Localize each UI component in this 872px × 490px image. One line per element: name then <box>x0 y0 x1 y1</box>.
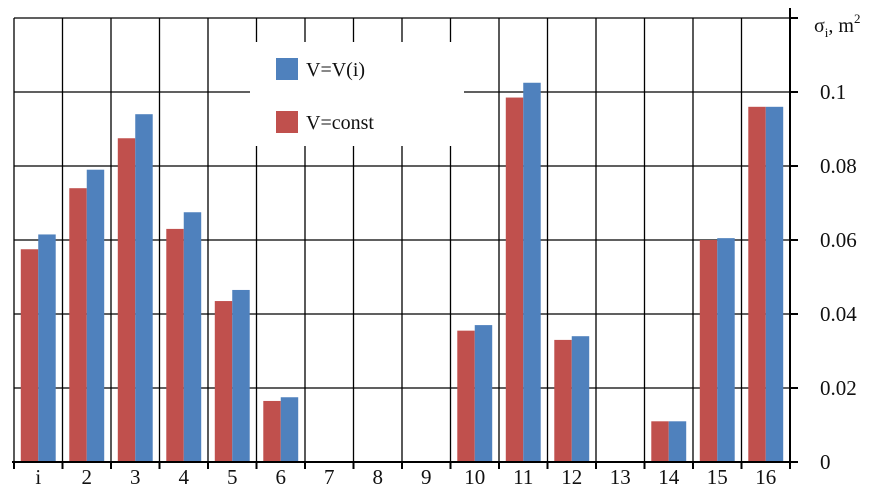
bar-v-vi-5 <box>280 397 299 462</box>
x-tick-label-3: 4 <box>179 465 190 489</box>
bar-v-vi-15 <box>765 106 784 463</box>
bar-v-vi-4 <box>232 289 250 462</box>
x-tick-label-5: 6 <box>276 465 287 489</box>
bar-v-const-14 <box>699 240 718 462</box>
axes <box>12 8 798 469</box>
bar-v-vi-14 <box>717 238 735 462</box>
bar-v-const-0 <box>20 249 39 462</box>
x-tick-label-8: 9 <box>421 465 432 489</box>
x-tick-label-9: 10 <box>464 465 485 489</box>
y-tick-labels: 0 0.02 0.04 0.06 0.08 0.1 <box>820 80 857 474</box>
legend-swatch-v-vi <box>276 58 298 80</box>
y-tick-label-4: 0.08 <box>820 154 857 178</box>
legend: V=V(i) V=const <box>250 42 464 146</box>
y-tick-label-2: 0.04 <box>820 302 857 326</box>
bar-v-vi-13 <box>668 421 687 462</box>
legend-swatch-v-const <box>276 111 298 133</box>
x-tick-label-11: 12 <box>561 465 582 489</box>
x-tick-label-14: 15 <box>707 465 728 489</box>
y-tick-label-0: 0 <box>820 450 831 474</box>
x-tick-label-10: 11 <box>513 465 533 489</box>
y-axis-label: σi, m2 <box>814 11 860 40</box>
bar-v-vi-0 <box>38 234 56 462</box>
bar-v-const-4 <box>214 301 233 462</box>
bar-v-const-3 <box>166 228 184 462</box>
bar-v-vi-1 <box>86 169 105 462</box>
x-tick-label-0: i <box>35 465 41 489</box>
y-tick-label-3: 0.06 <box>820 228 857 252</box>
y-tick-label-5: 0.1 <box>820 80 846 104</box>
bar-v-const-10 <box>505 97 524 463</box>
bar-v-const-11 <box>554 339 572 462</box>
bar-v-vi-11 <box>571 336 590 462</box>
x-tick-label-13: 14 <box>658 465 680 489</box>
bar-v-vi-10 <box>523 82 541 462</box>
bar-v-const-9 <box>457 330 475 462</box>
x-tick-label-1: 2 <box>82 465 93 489</box>
bar-v-const-13 <box>651 421 669 462</box>
x-tick-label-2: 3 <box>130 465 141 489</box>
bar-v-const-1 <box>69 188 87 462</box>
y-tick-label-1: 0.02 <box>820 376 857 400</box>
x-tick-label-4: 5 <box>227 465 238 489</box>
legend-label-v-const: V=const <box>306 112 374 134</box>
x-tick-labels: i 2 3 4 5 6 7 8 9 10 11 12 13 14 15 16 <box>35 465 776 489</box>
x-tick-label-15: 16 <box>755 465 776 489</box>
bar-v-vi-2 <box>135 114 153 462</box>
bar-v-vi-9 <box>474 325 493 462</box>
bar-v-const-5 <box>263 400 281 462</box>
x-tick-label-7: 8 <box>373 465 384 489</box>
bars <box>20 82 784 463</box>
x-tick-label-6: 7 <box>324 465 335 489</box>
bar-v-const-2 <box>117 138 136 462</box>
bar-v-const-15 <box>748 106 766 463</box>
legend-label-v-vi: V=V(i) <box>306 59 365 81</box>
bar-v-vi-3 <box>183 212 202 462</box>
x-tick-label-12: 13 <box>610 465 631 489</box>
